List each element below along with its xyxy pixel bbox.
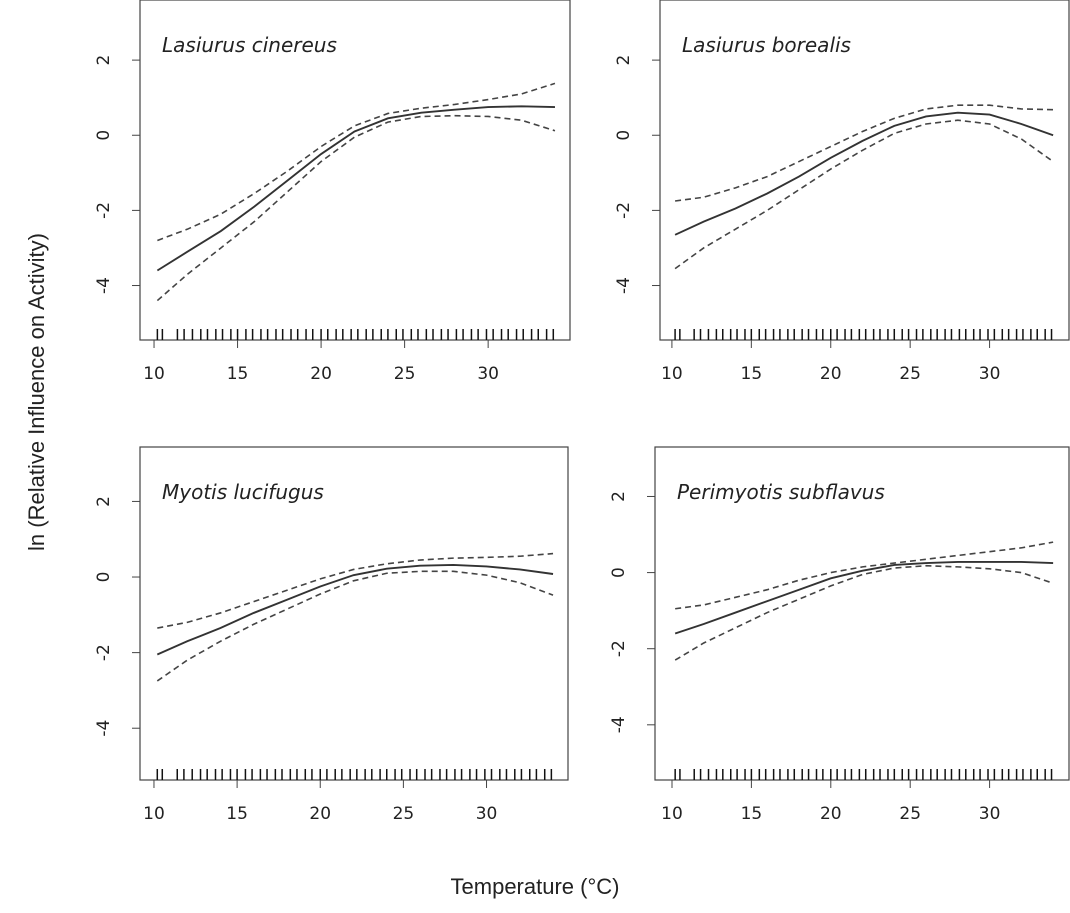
x-tick-label: 30	[477, 364, 499, 384]
plot-frame	[659, 0, 1070, 341]
panel-title: Perimyotis subflavus	[677, 480, 885, 504]
confidence-band-line	[157, 82, 556, 242]
y-tick-label: 0	[94, 572, 114, 583]
x-axis-label: Temperature (°C)	[451, 874, 620, 899]
panel-title: Myotis lucifugus	[162, 480, 324, 504]
confidence-band-line	[674, 104, 1054, 202]
y-tick-label: 0	[609, 567, 629, 578]
y-tick-label: 2	[94, 55, 114, 66]
plot-frame	[139, 0, 571, 341]
fit-line	[674, 560, 1054, 635]
x-tick-label: 20	[309, 804, 331, 824]
plot-frame	[139, 446, 569, 781]
y-tick-label: -2	[94, 644, 114, 661]
x-tick-label: 10	[661, 364, 683, 384]
x-tick-label: 25	[394, 364, 416, 384]
y-tick-label: 0	[614, 130, 634, 141]
x-tick-label: 30	[476, 804, 498, 824]
y-tick-label: -4	[94, 277, 114, 294]
y-tick-label: -4	[609, 716, 629, 733]
confidence-band-line	[674, 564, 1054, 661]
x-tick-label: 15	[226, 804, 248, 824]
fit-line	[674, 111, 1054, 236]
x-tick-label: 15	[741, 364, 763, 384]
x-tick-label: 15	[227, 364, 249, 384]
y-tick-label: -2	[94, 202, 114, 219]
y-tick-label: 2	[614, 55, 634, 66]
panel-title: Lasiurus cinereus	[162, 33, 337, 57]
x-tick-label: 10	[143, 364, 165, 384]
confidence-band-line	[156, 570, 554, 682]
y-tick-label: 2	[94, 496, 114, 507]
panel-title: Lasiurus borealis	[682, 33, 851, 57]
x-tick-label: 20	[820, 804, 842, 824]
y-tick-label: -4	[94, 720, 114, 737]
y-tick-label: 2	[609, 491, 629, 502]
x-tick-label: 15	[741, 804, 763, 824]
x-tick-label: 25	[393, 804, 415, 824]
y-tick-label: -4	[614, 277, 634, 294]
x-tick-label: 20	[310, 364, 332, 384]
y-tick-label: -2	[609, 640, 629, 657]
x-tick-label: 20	[820, 364, 842, 384]
y-tick-label: -2	[614, 202, 634, 219]
confidence-band-line	[674, 119, 1054, 270]
x-tick-label: 30	[979, 804, 1001, 824]
x-tick-label: 10	[143, 804, 165, 824]
confidence-band-line	[156, 114, 556, 302]
y-axis-label: ln (Relative Influence on Activity)	[24, 233, 49, 551]
plot-frame	[654, 446, 1070, 781]
confidence-band-line	[157, 552, 554, 629]
fit-line	[156, 563, 554, 656]
x-tick-label: 25	[899, 804, 921, 824]
x-tick-label: 10	[661, 804, 683, 824]
fit-line	[156, 105, 555, 272]
confidence-band-line	[675, 541, 1054, 610]
x-tick-label: 25	[899, 364, 921, 384]
y-tick-label: 0	[94, 130, 114, 141]
x-tick-label: 30	[979, 364, 1001, 384]
